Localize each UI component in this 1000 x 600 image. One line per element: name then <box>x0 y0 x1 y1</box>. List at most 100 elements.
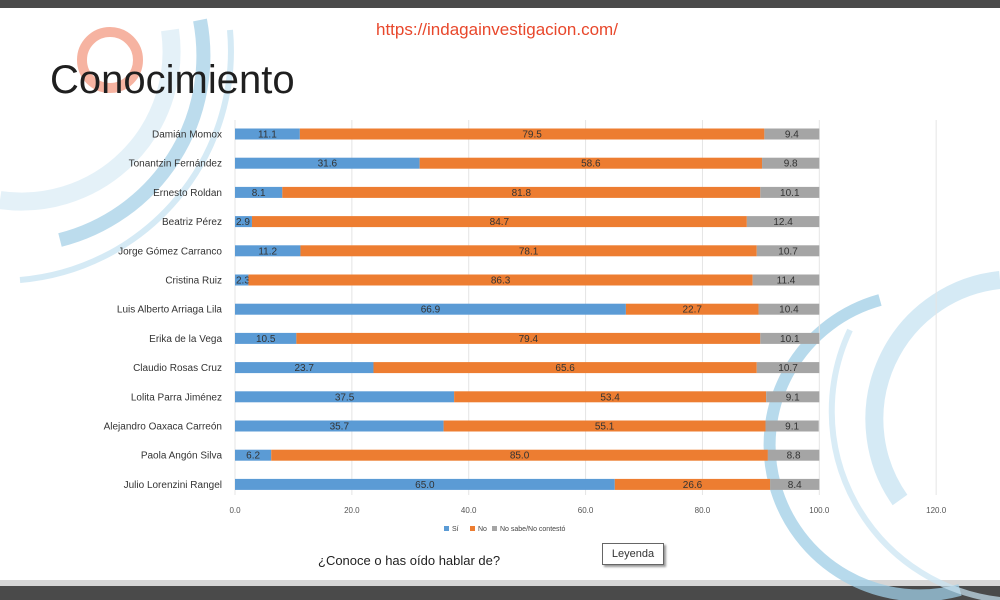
source-url[interactable]: https://indagainvestigacion.com/ <box>376 20 618 39</box>
bar-segment <box>299 128 765 140</box>
data-label: 10.7 <box>778 363 798 374</box>
bar-segment <box>248 274 753 286</box>
bar-segment <box>296 332 761 344</box>
legend-entry: Sí <box>452 526 459 533</box>
bar-segment <box>752 274 820 286</box>
data-label: 8.4 <box>788 480 802 491</box>
legend-button[interactable]: Leyenda <box>602 543 664 565</box>
bar-segment <box>762 157 820 169</box>
data-label: 31.6 <box>318 159 338 170</box>
bar-segment <box>625 303 759 315</box>
data-label: 22.7 <box>682 305 702 316</box>
bar-segment <box>419 157 763 169</box>
data-label: 11.1 <box>258 130 277 141</box>
data-label: 11.4 <box>777 276 796 287</box>
data-label: 10.4 <box>779 305 799 316</box>
bar-segment <box>373 362 757 374</box>
slide-title: Conocimiento <box>50 58 295 102</box>
x-tick-labels: 0.0 20.0 40.0 60.0 80.0 100.0 120.0 <box>229 506 946 515</box>
legend-swatch <box>470 526 475 531</box>
data-label: 53.4 <box>600 392 620 403</box>
bar-segment <box>235 303 626 315</box>
bar-segment <box>235 449 272 461</box>
bar-segment <box>760 332 820 344</box>
bar-segment <box>235 157 420 169</box>
category-labels: Damián Momox Tonantzin Fernández Ernesto R… <box>104 130 223 491</box>
x-tick-label: 0.0 <box>229 506 241 515</box>
bar-segment <box>235 274 249 286</box>
x-tick-label: 20.0 <box>344 506 360 515</box>
data-label: 10.1 <box>780 188 800 199</box>
data-label: 8.1 <box>252 188 266 199</box>
data-label: 23.7 <box>295 363 315 374</box>
category-label: Luis Alberto Arriaga Lila <box>117 305 223 316</box>
data-label: 9.8 <box>784 159 798 170</box>
category-label: Ernesto Roldan <box>153 188 222 199</box>
x-tick-label: 80.0 <box>695 506 711 515</box>
category-label: Beatriz Pérez <box>162 217 222 228</box>
x-tick-label: 40.0 <box>461 506 477 515</box>
bar-segment <box>746 216 820 228</box>
data-label: 10.7 <box>778 246 798 257</box>
category-label: Julio Lorenzini Rangel <box>124 480 222 491</box>
category-label: Paola Angón Silva <box>141 451 223 462</box>
bar-segment <box>760 186 820 198</box>
bottom-frame-bar <box>0 586 1000 600</box>
data-label: 79.5 <box>522 130 542 141</box>
data-label: 9.4 <box>785 130 799 141</box>
data-label: 85.0 <box>510 451 530 462</box>
data-label: 9.1 <box>786 392 800 403</box>
category-label: Jorge Gómez Carranco <box>118 246 222 257</box>
data-label: 65.0 <box>415 480 435 491</box>
bar-segment <box>770 478 820 490</box>
data-label: 66.9 <box>421 305 441 316</box>
data-label: 12.4 <box>773 217 793 228</box>
legend-entry: No sabe/No contestó <box>500 526 565 533</box>
data-label: 65.6 <box>555 363 575 374</box>
data-label: 58.6 <box>581 159 601 170</box>
data-label: 79.4 <box>519 334 539 345</box>
bar-segment <box>271 449 768 461</box>
legend-swatch <box>444 526 449 531</box>
category-label: Claudio Rosas Cruz <box>133 363 222 374</box>
legend-swatch <box>492 526 497 531</box>
category-label: Erika de la Vega <box>149 334 222 345</box>
question-caption: ¿Conoce o has oído hablar de? <box>318 553 501 568</box>
bar-segment <box>764 128 820 140</box>
bar-segment <box>300 245 757 257</box>
data-label: 78.1 <box>519 246 539 257</box>
bars: 11.1 79.5 9.4 31.6 58.6 9.8 8.1 81.8 10.1 2.9 84.7… <box>235 128 820 491</box>
data-label: 11.2 <box>258 246 277 257</box>
bar-segment <box>235 128 300 140</box>
legend-entry: No <box>478 526 487 533</box>
data-label: 26.6 <box>683 480 703 491</box>
data-label: 37.5 <box>335 392 355 403</box>
data-label: 86.3 <box>491 276 511 287</box>
bar-segment <box>235 420 444 432</box>
data-label: 6.2 <box>246 451 260 462</box>
bar-segment <box>756 362 820 374</box>
bar-segment <box>758 303 820 315</box>
bar-segment <box>235 362 374 374</box>
bar-segment <box>235 186 283 198</box>
data-label: 81.8 <box>512 188 532 199</box>
bar-segment <box>235 216 252 228</box>
bar-segment <box>767 449 820 461</box>
chart-legend: Sí No No sabe/No contestó <box>444 526 565 533</box>
top-frame-bar <box>0 0 1000 8</box>
bar-segment <box>235 245 301 257</box>
bar-segment <box>454 391 767 403</box>
bar-segment <box>235 391 455 403</box>
data-label: 10.1 <box>780 334 800 345</box>
data-label: 84.7 <box>490 217 510 228</box>
bar-segment <box>756 245 820 257</box>
category-label: Lolita Parra Jiménez <box>131 392 222 403</box>
category-label: Cristina Ruiz <box>165 276 222 287</box>
bar-segment <box>235 332 297 344</box>
bar-segment <box>251 216 747 228</box>
bar-segment <box>235 478 615 490</box>
data-label: 8.8 <box>787 451 801 462</box>
bottom-frame-light <box>0 580 1000 586</box>
bar-segment <box>766 391 820 403</box>
